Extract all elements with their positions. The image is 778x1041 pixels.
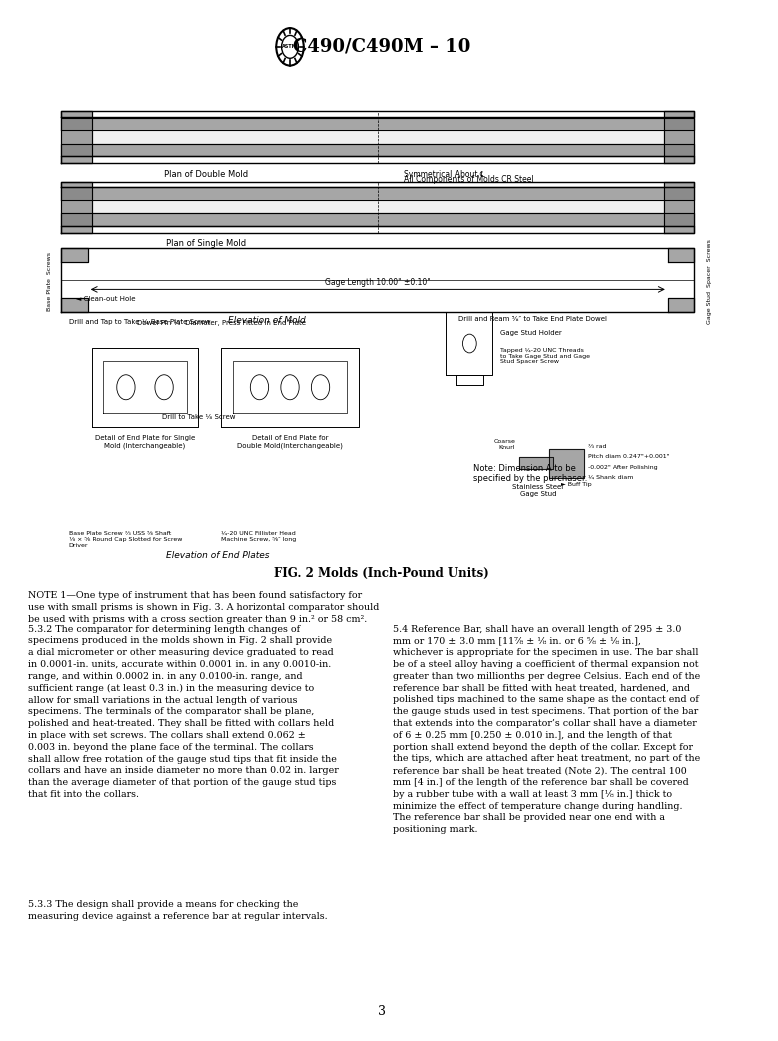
Text: Coarse
Knurl: Coarse Knurl (493, 439, 515, 450)
Text: FIG. 2 Molds (Inch-Pound Units): FIG. 2 Molds (Inch-Pound Units) (274, 567, 489, 580)
Text: ► Buff Tip: ► Buff Tip (561, 482, 591, 486)
Text: Symmetrical About ℄: Symmetrical About ℄ (405, 170, 485, 179)
Text: Dowel Pin ⅓″ Diameter, Press Fitted in End Plate: Dowel Pin ⅓″ Diameter, Press Fitted in E… (138, 320, 307, 326)
Text: ⅔ rad: ⅔ rad (587, 445, 606, 449)
Text: All Components of Molds CR Steel: All Components of Molds CR Steel (405, 175, 534, 184)
Polygon shape (668, 248, 695, 262)
Text: 5.4 Reference Bar, shall have an overall length of 295 ± 3.0
mm or 170 ± 3.0 mm : 5.4 Reference Bar, shall have an overall… (393, 625, 700, 834)
Text: Detail of End Plate for
Double Mold(Interchangeable): Detail of End Plate for Double Mold(Inte… (237, 435, 343, 449)
Polygon shape (61, 111, 92, 163)
Polygon shape (61, 200, 695, 213)
Text: -0.002" After Polishing: -0.002" After Polishing (587, 465, 657, 469)
Polygon shape (61, 187, 695, 200)
Text: Elevation of Mold: Elevation of Mold (228, 316, 306, 326)
Text: Detail of End Plate for Single
Mold (Interchangeable): Detail of End Plate for Single Mold (Int… (95, 435, 195, 449)
Text: Plan of Single Mold: Plan of Single Mold (166, 239, 246, 249)
Polygon shape (61, 118, 695, 130)
Text: Gage Stud Holder: Gage Stud Holder (500, 330, 562, 336)
Polygon shape (664, 111, 695, 163)
Polygon shape (61, 182, 92, 233)
Text: Gage Stud  Spacer  Screws: Gage Stud Spacer Screws (707, 238, 712, 324)
Text: ◄ Clean-out Hole: ◄ Clean-out Hole (76, 296, 136, 302)
Polygon shape (668, 298, 695, 312)
Polygon shape (61, 213, 695, 226)
Text: ¼-20 UNC Fillister Head
Machine Screw, ⅝″ long: ¼-20 UNC Fillister Head Machine Screw, ⅝… (221, 531, 296, 541)
Text: ¼ Shank diam: ¼ Shank diam (587, 476, 633, 480)
Polygon shape (61, 298, 88, 312)
Text: Plan of Double Mold: Plan of Double Mold (164, 170, 248, 179)
Polygon shape (664, 182, 695, 233)
Text: Drill and Ream ⅝″ to Take End Plate Dowel: Drill and Ream ⅝″ to Take End Plate Dowe… (458, 315, 607, 322)
Text: 5.3.2 The comparator for determining length changes of
specimens produced in the: 5.3.2 The comparator for determining len… (28, 625, 339, 799)
Text: NOTE 1—One type of instrument that has been found satisfactory for
use with smal: NOTE 1—One type of instrument that has b… (28, 591, 380, 624)
Text: Note: Dimension A to be
specified by the purchaser.: Note: Dimension A to be specified by the… (473, 464, 587, 483)
Polygon shape (61, 248, 88, 262)
Text: Stainless Steel
Gage Stud: Stainless Steel Gage Stud (513, 484, 564, 497)
Polygon shape (549, 449, 584, 478)
Text: C490/C490M – 10: C490/C490M – 10 (293, 37, 470, 56)
Text: ASTM: ASTM (282, 45, 298, 49)
Text: Base Plate Screw ⅔ USS ⅝ Shaft
⅛ × ⅝ Round Cap Slotted for Screw
Driver: Base Plate Screw ⅔ USS ⅝ Shaft ⅛ × ⅝ Rou… (68, 531, 182, 548)
Polygon shape (61, 130, 695, 144)
Text: Tapped ¼-20 UNC Threads
to Take Gage Stud and Gage
Stud Spacer Screw: Tapped ¼-20 UNC Threads to Take Gage Stu… (500, 348, 590, 364)
Text: Drill and Tap to Take ¼ Base Plate Screw: Drill and Tap to Take ¼ Base Plate Screw (68, 319, 210, 325)
Text: Pitch diam 0.247"+0.001": Pitch diam 0.247"+0.001" (587, 455, 669, 459)
Polygon shape (519, 457, 553, 469)
Text: 3: 3 (377, 1006, 386, 1018)
Text: Drill to Take ⅛ Screw: Drill to Take ⅛ Screw (162, 414, 235, 421)
Polygon shape (61, 144, 695, 156)
Text: 5.3.3 The design shall provide a means for checking the
measuring device against: 5.3.3 The design shall provide a means f… (28, 900, 328, 921)
Text: Base Plate  Screws: Base Plate Screws (47, 252, 52, 310)
Text: Elevation of End Plates: Elevation of End Plates (166, 551, 269, 560)
Text: Gage Length 10.00" ±0.10": Gage Length 10.00" ±0.10" (325, 278, 431, 287)
